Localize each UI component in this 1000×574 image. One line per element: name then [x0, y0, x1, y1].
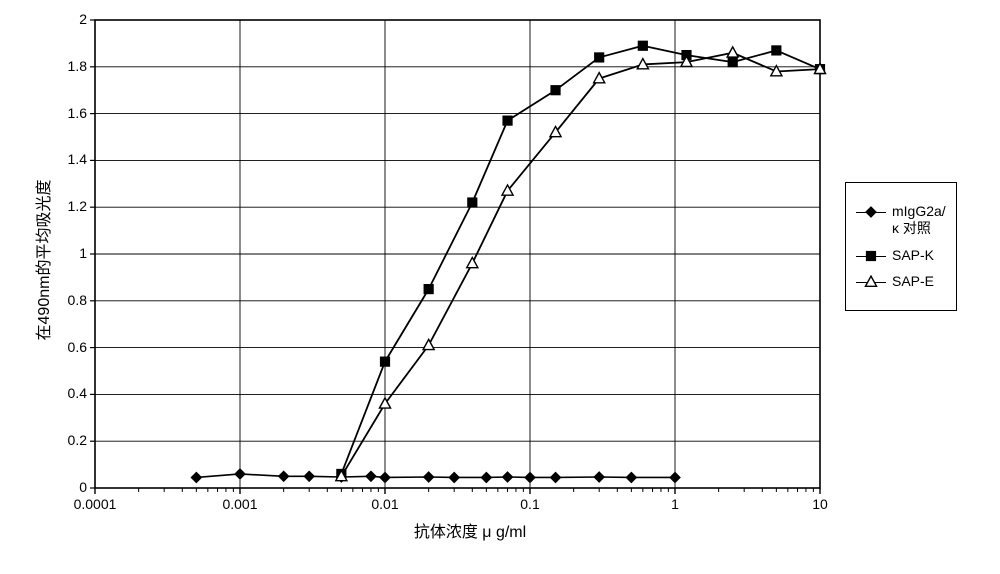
y-tick-label: 0.8 [68, 292, 87, 308]
y-tick-label: 0.2 [68, 432, 87, 448]
y-tick-label: 1.2 [68, 198, 87, 214]
x-tick-label: 10 [790, 496, 850, 512]
y-tick-label: 0 [79, 479, 87, 495]
legend-label: SAP-K [892, 247, 934, 264]
legend-item: SAP-E [856, 273, 946, 290]
legend-label: mIgG2a/ κ 对照 [892, 203, 946, 237]
legend-swatch [856, 205, 886, 219]
y-tick-label: 1.4 [68, 151, 87, 167]
chart-container: 在490nm的平均吸光度 抗体浓度 μ g/ml 00.20.40.60.811… [0, 0, 1000, 574]
y-tick-label: 1.6 [68, 105, 87, 121]
legend-item: SAP-K [856, 247, 946, 264]
y-tick-label: 1 [79, 245, 87, 261]
legend-swatch [856, 249, 886, 263]
x-tick-label: 0.01 [355, 496, 415, 512]
y-tick-label: 1.8 [68, 58, 87, 74]
legend-swatch [856, 275, 886, 289]
x-tick-label: 0.001 [210, 496, 270, 512]
legend-label: SAP-E [892, 273, 934, 290]
y-tick-label: 0.4 [68, 385, 87, 401]
y-tick-label: 0.6 [68, 339, 87, 355]
legend: mIgG2a/ κ 对照 SAP-K SAP-E [845, 182, 957, 311]
x-tick-label: 1 [645, 496, 705, 512]
legend-item: mIgG2a/ κ 对照 [856, 203, 946, 237]
x-tick-label: 0.1 [500, 496, 560, 512]
y-tick-label: 2 [79, 11, 87, 27]
x-tick-label: 0.0001 [65, 496, 125, 512]
